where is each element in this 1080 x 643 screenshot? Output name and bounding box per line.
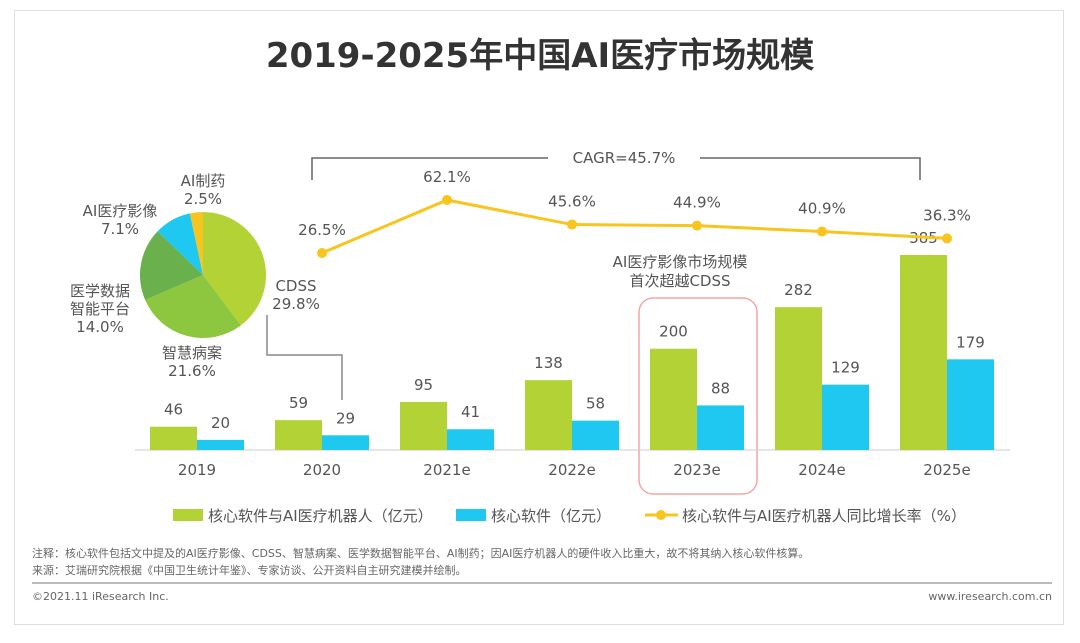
bar-total (775, 307, 822, 450)
bar-total (900, 255, 947, 450)
pie-label: 智慧病案 (162, 344, 222, 362)
bar-core-software (447, 429, 494, 450)
growth-label: 44.9% (673, 194, 721, 212)
pie-label: 21.6% (168, 362, 216, 380)
bar-total (275, 420, 322, 450)
x-tick-label: 2019 (178, 461, 216, 479)
annotation-text: 首次超越CDSS (629, 272, 730, 290)
pie-label: 2.5% (184, 190, 222, 208)
bar-core-software (822, 384, 869, 450)
bar-total (150, 426, 197, 450)
cagr-bracket-left (311, 157, 548, 180)
legend-swatch-core (456, 509, 486, 521)
pie-connector (266, 315, 343, 400)
bar-label-core: 58 (586, 395, 605, 413)
bar-label-total: 200 (659, 323, 688, 341)
bar-label-core: 29 (336, 409, 355, 427)
bar-label-core: 20 (211, 414, 230, 432)
bar-label-total: 46 (164, 401, 183, 419)
bar-label-core: 179 (956, 333, 985, 351)
legend-swatch-growth-point (656, 510, 666, 520)
bar-label-total: 282 (784, 281, 813, 299)
growth-label: 36.3% (923, 206, 971, 224)
website-link[interactable]: www.iresearch.com.cn (928, 590, 1052, 603)
pie-slice (203, 212, 266, 326)
copyright: ©2021.11 iResearch Inc. (32, 590, 169, 603)
pie-label: 14.0% (76, 318, 124, 336)
bar-label-core: 129 (831, 359, 860, 377)
pie-label: AI制药 (181, 172, 226, 190)
legend-label-growth: 核心软件与AI医疗机器人同比增长率（%） (682, 507, 966, 525)
pie-slice (140, 231, 203, 300)
pie-label: CDSS (275, 277, 316, 295)
legend-swatch-total (173, 509, 203, 521)
source-text: 来源：艾瑞研究院根据《中国卫生统计年鉴》、专家访谈、公开资料自主研究建模并绘制。 (32, 564, 467, 577)
bar-label-total: 95 (414, 376, 433, 394)
growth-point (692, 220, 702, 231)
pie-label: AI医疗影像 (83, 202, 158, 220)
growth-point (442, 194, 452, 205)
x-tick-label: 2022e (548, 461, 595, 479)
growth-point (942, 233, 952, 244)
footer-divider (32, 582, 1052, 584)
bar-total (650, 348, 697, 450)
note-text: 注释：核心软件包括文中提及的AI医疗影像、CDSS、智慧病案、医学数据智能平台、… (32, 547, 810, 560)
bar-total (400, 401, 447, 450)
legend-label-total: 核心软件与AI医疗机器人（亿元） (208, 507, 433, 525)
growth-point (817, 226, 827, 237)
chart-title: 2019-2025年中国AI医疗市场规模 (265, 36, 815, 76)
legend-label-core: 核心软件（亿元） (491, 507, 611, 525)
bar-label-total: 138 (534, 354, 563, 372)
bar-core-software (197, 439, 244, 450)
pie-label: 29.8% (272, 295, 320, 313)
growth-point (567, 219, 577, 230)
x-tick-label: 2023e (673, 461, 720, 479)
pie-slice (157, 213, 203, 275)
growth-label: 40.9% (798, 200, 846, 218)
frame (14, 10, 1064, 625)
bar-core-software (697, 405, 744, 450)
x-tick-label: 2021e (423, 461, 470, 479)
bar-core-software (322, 435, 369, 450)
pie-label: 7.1% (101, 220, 139, 238)
pie-slice (189, 212, 203, 275)
bar-total (525, 380, 572, 450)
bar-label-core: 41 (461, 403, 480, 421)
growth-line (321, 198, 948, 255)
cagr-label: CAGR=45.7% (573, 149, 676, 167)
growth-label: 26.5% (298, 221, 346, 239)
x-tick-label: 2024e (798, 461, 845, 479)
cagr-bracket-right (700, 157, 921, 180)
highlight-box (638, 297, 758, 495)
bar-label-total: 59 (289, 394, 308, 412)
pie-label: 医学数据 (70, 282, 130, 300)
bar-core-software (572, 420, 619, 450)
growth-label: 45.6% (548, 193, 596, 211)
x-tick-label: 2025e (923, 461, 970, 479)
growth-point (317, 248, 327, 259)
annotation-text: AI医疗影像市场规模 (613, 253, 748, 271)
bar-label-core: 88 (711, 379, 730, 397)
x-tick-label: 2020 (303, 461, 341, 479)
pie-slice (145, 275, 241, 338)
pie-label: 智能平台 (70, 300, 130, 318)
bar-core-software (947, 359, 994, 450)
growth-label: 62.1% (423, 168, 471, 186)
